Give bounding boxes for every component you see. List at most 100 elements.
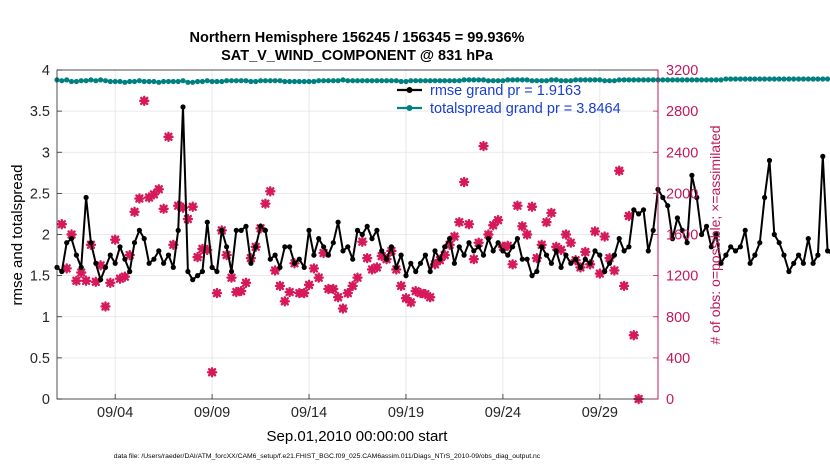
totalspread-point — [384, 78, 390, 84]
obs-count-marker — [197, 243, 208, 255]
rmse-point — [568, 260, 574, 266]
rmse-point — [102, 264, 109, 270]
chart-title: Northern Hemisphere 156245 / 156345 = 99… — [190, 30, 525, 46]
obs-count-marker — [240, 277, 252, 289]
obs-count-marker — [361, 252, 373, 264]
rmse-point — [626, 244, 632, 250]
rmse-point — [432, 248, 438, 254]
totalspread-point — [660, 77, 666, 83]
y-right-tick-label: 3200 — [666, 63, 698, 79]
totalspread-point — [509, 77, 516, 83]
rmse-point — [369, 236, 375, 242]
totalspread-point — [59, 78, 65, 84]
totalspread-point — [757, 76, 763, 82]
obs-count-marker — [497, 241, 509, 253]
obs-count-marker — [313, 272, 324, 283]
rmse-point — [64, 240, 70, 246]
rmse-point — [771, 231, 777, 238]
obs-count-marker — [410, 285, 421, 297]
obs-count-marker — [153, 184, 164, 195]
rmse-point — [669, 236, 676, 242]
totalspread-point — [442, 78, 448, 84]
rmse-point — [282, 244, 288, 250]
rmse-point — [190, 277, 196, 283]
rmse-point — [732, 248, 739, 254]
totalspread-point — [68, 78, 75, 85]
totalspread-point — [398, 78, 404, 85]
rmse-point — [340, 248, 346, 254]
rmse-point — [107, 252, 113, 258]
rmse-point — [185, 268, 191, 275]
obs-count-marker — [308, 263, 320, 274]
totalspread-point — [626, 77, 632, 83]
rmse-point — [141, 236, 147, 242]
totalspread-point — [558, 78, 564, 84]
obs-count-marker — [265, 186, 276, 197]
totalspread-point — [311, 78, 317, 85]
obs-count-marker — [318, 247, 329, 259]
rmse-point — [597, 252, 603, 258]
totalspread-point — [291, 78, 298, 85]
data-file-footer: data file: /Users/raeder/DAI/ATM_forcXX/… — [114, 453, 541, 460]
obs-count-marker — [284, 286, 295, 298]
obs-count-marker — [444, 239, 455, 250]
rmse-point — [199, 268, 205, 275]
obs-count-marker — [599, 231, 610, 242]
totalspread-point — [83, 78, 89, 84]
obs-count-marker — [124, 249, 135, 261]
rmse-point — [354, 227, 361, 233]
rmse-point — [451, 260, 457, 266]
rmse-point — [796, 252, 802, 258]
obs-count-marker — [260, 198, 271, 209]
totalspread-point — [781, 76, 787, 82]
obs-count-marker — [415, 287, 426, 299]
right-axis-label: # of obs: o=possible; ×=assimilated — [707, 125, 723, 344]
rmse-point — [723, 252, 729, 258]
obs-count-marker — [478, 140, 489, 152]
rmse-point — [287, 244, 293, 250]
y-left-tick-label: 3 — [42, 145, 50, 161]
totalspread-point — [500, 78, 506, 84]
totalspread-point — [437, 78, 443, 84]
obs-count-marker — [492, 214, 504, 226]
totalspread-point — [233, 78, 239, 84]
rmse-point — [384, 256, 390, 262]
rmse-point — [413, 268, 419, 275]
totalspread-point — [456, 78, 462, 84]
totalspread-point — [350, 78, 356, 84]
rmse-point — [645, 248, 651, 254]
totalspread-point — [156, 79, 162, 85]
obs-count-marker — [551, 241, 562, 253]
totalspread-point — [364, 78, 370, 84]
totalspread-point — [98, 77, 104, 83]
obs-count-marker — [580, 246, 591, 258]
obs-count-marker — [589, 226, 601, 237]
rmse-point — [587, 260, 593, 266]
totalspread-point — [825, 76, 830, 82]
rmse-point — [553, 248, 559, 254]
y-right-tick-label: 2800 — [666, 104, 698, 120]
totalspread-point — [88, 77, 94, 83]
rmse-point — [524, 256, 530, 262]
obs-count-marker — [531, 252, 543, 264]
rmse-point — [456, 244, 462, 250]
obs-count-marker — [405, 297, 417, 308]
rmse-point — [582, 256, 588, 262]
obs-count-marker — [119, 271, 131, 282]
rmse-point — [810, 260, 816, 266]
rmse-point — [543, 252, 550, 258]
rmse-point — [616, 236, 622, 242]
rmse-point — [78, 264, 84, 270]
obs-count-marker — [425, 292, 436, 303]
obs-count-marker — [488, 220, 499, 231]
y-left-tick-label: 0.5 — [30, 351, 50, 367]
totalspread-point — [742, 76, 748, 82]
rmse-point — [224, 244, 230, 250]
obs-count-marker — [148, 189, 160, 200]
totalspread-point — [199, 78, 205, 85]
obs-count-marker — [71, 275, 82, 286]
rmse-point — [495, 240, 501, 246]
totalspread-point — [321, 78, 327, 84]
rmse-point — [650, 227, 656, 233]
y-left-tick-label: 1.5 — [30, 269, 50, 285]
